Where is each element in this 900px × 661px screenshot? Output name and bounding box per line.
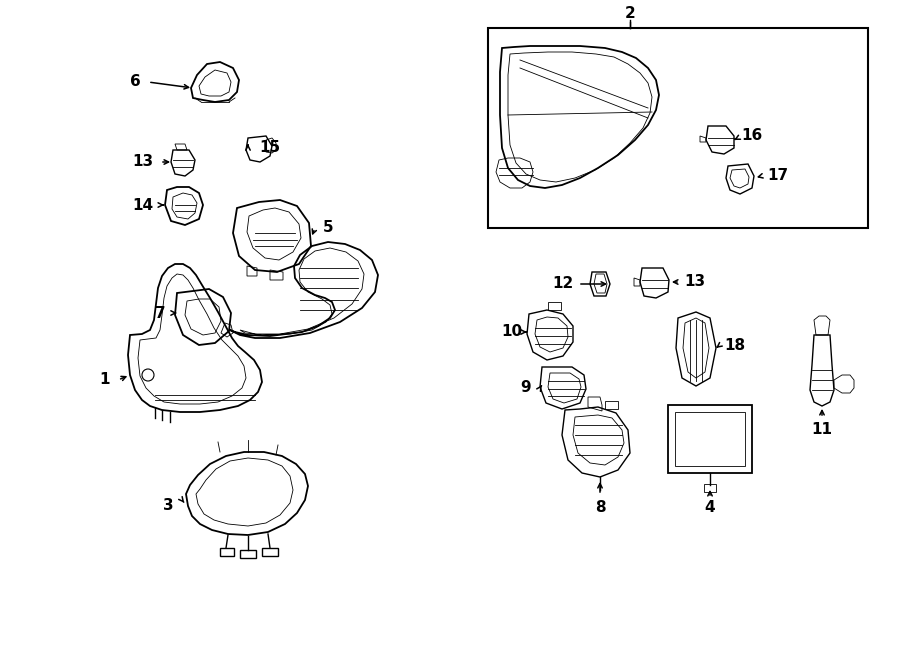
Text: 14: 14 bbox=[132, 198, 154, 212]
Text: 15: 15 bbox=[259, 141, 281, 155]
Bar bbox=[675, 412, 745, 466]
Text: 12: 12 bbox=[553, 276, 573, 292]
Text: 13: 13 bbox=[132, 155, 154, 169]
Text: 6: 6 bbox=[130, 75, 140, 89]
Text: 1: 1 bbox=[100, 373, 110, 387]
Text: 13: 13 bbox=[684, 274, 706, 290]
Text: 9: 9 bbox=[521, 381, 531, 395]
Text: 2: 2 bbox=[625, 7, 635, 22]
Text: 3: 3 bbox=[163, 498, 174, 514]
Text: 17: 17 bbox=[768, 169, 788, 184]
Bar bbox=[668, 405, 752, 473]
Text: 5: 5 bbox=[323, 221, 333, 235]
Text: 18: 18 bbox=[724, 338, 745, 352]
Text: 8: 8 bbox=[595, 500, 606, 514]
Text: 7: 7 bbox=[155, 305, 166, 321]
Text: 10: 10 bbox=[501, 325, 523, 340]
Bar bbox=[488, 28, 868, 228]
Text: 4: 4 bbox=[705, 500, 716, 516]
Text: 16: 16 bbox=[742, 128, 762, 143]
Text: 11: 11 bbox=[812, 422, 833, 438]
